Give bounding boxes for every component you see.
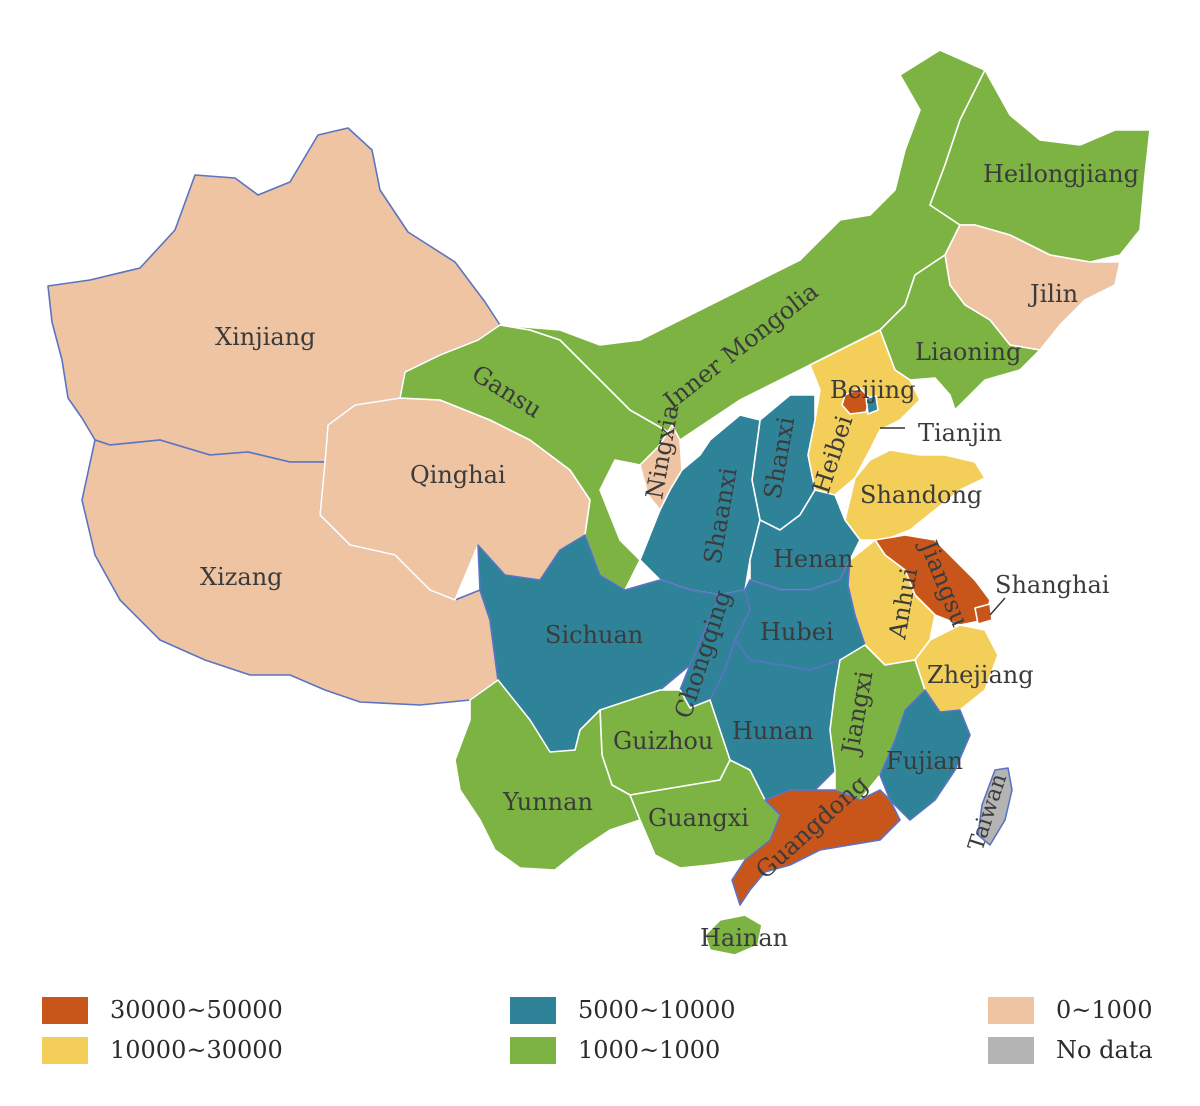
legend-item-10000-30000: 10000~30000 bbox=[42, 1036, 283, 1064]
label-guangxi: Guangxi bbox=[648, 804, 749, 832]
label-xinjiang: Xinjiang bbox=[215, 323, 315, 351]
region-shanghai bbox=[974, 603, 993, 625]
legend-item-30000-50000: 30000~50000 bbox=[42, 996, 283, 1024]
legend-label: 10000~30000 bbox=[110, 1036, 283, 1064]
region-beijing bbox=[841, 387, 871, 415]
region-guangdong bbox=[731, 789, 901, 906]
region-fujian bbox=[879, 689, 971, 821]
label-zhejiang: Zhejiang bbox=[927, 661, 1034, 689]
legend-label: 30000~50000 bbox=[110, 996, 283, 1024]
label-jilin: Jilin bbox=[1027, 280, 1078, 308]
legend-swatch-teal bbox=[510, 996, 556, 1024]
legend-swatch-orange bbox=[42, 996, 88, 1024]
label-tianjin: Tianjin bbox=[918, 419, 1002, 447]
label-shandong: Shandong bbox=[860, 481, 982, 509]
region-shandong bbox=[844, 449, 986, 541]
shanghai-leader-line bbox=[989, 597, 1006, 616]
label-liaoning: Liaoning bbox=[915, 338, 1021, 366]
region-heilongjiang bbox=[929, 49, 1151, 263]
legend-swatch-yellow bbox=[42, 1036, 88, 1064]
label-shanghai: Shanghai bbox=[995, 571, 1110, 599]
label-hubei: Hubei bbox=[760, 618, 834, 646]
region-taiwan bbox=[977, 767, 1013, 846]
legend-swatch-peach bbox=[988, 996, 1034, 1024]
legend-label: No data bbox=[1056, 1036, 1153, 1064]
label-guizhou: Guizhou bbox=[613, 727, 713, 755]
legend-item-1000-1000: 1000~1000 bbox=[510, 1036, 720, 1064]
label-henan: Henan bbox=[773, 545, 853, 573]
label-yunnan: Yunnan bbox=[502, 788, 593, 816]
legend-item-0-1000: 0~1000 bbox=[988, 996, 1152, 1024]
label-qinghai: Qinghai bbox=[410, 461, 506, 489]
region-tianjin bbox=[865, 395, 879, 415]
label-hunan: Hunan bbox=[732, 717, 814, 745]
region-yunnan bbox=[454, 679, 641, 871]
region-liaoning bbox=[879, 254, 1041, 411]
label-beijing: Beijing bbox=[830, 376, 915, 404]
label-sichuan: Sichuan bbox=[545, 621, 643, 649]
region-hainan bbox=[704, 914, 763, 956]
legend-swatch-green bbox=[510, 1036, 556, 1064]
legend-item-no-data: No data bbox=[988, 1036, 1153, 1064]
label-fujian: Fujian bbox=[886, 747, 963, 775]
label-hainan: Hainan bbox=[700, 924, 788, 952]
legend-label: 0~1000 bbox=[1056, 996, 1153, 1024]
legend-label: 1000~1000 bbox=[578, 1036, 721, 1064]
legend-label: 5000~10000 bbox=[578, 996, 736, 1024]
legend-swatch-gray bbox=[988, 1036, 1034, 1064]
label-heilongjiang: Heilongjiang bbox=[983, 160, 1139, 188]
label-xizang: Xizang bbox=[200, 563, 283, 591]
legend-item-5000-10000: 5000~10000 bbox=[510, 996, 736, 1024]
